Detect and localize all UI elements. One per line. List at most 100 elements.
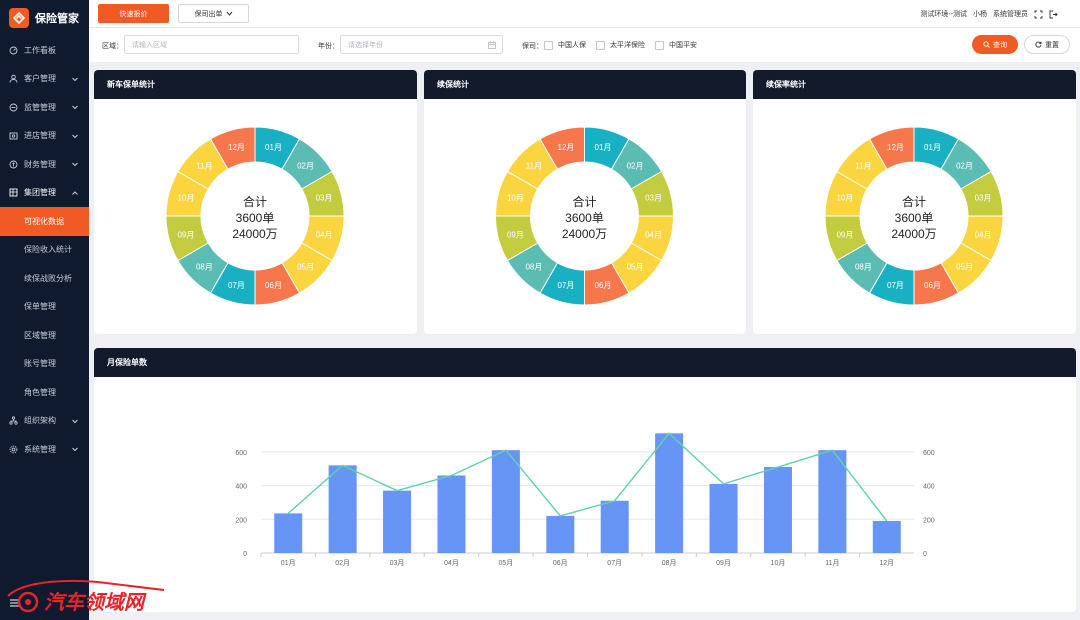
trend-line [287,432,888,522]
company-checkbox-cpic[interactable]: 太平洋保险 [596,40,645,50]
insure-dropdown[interactable]: 保司出单 [178,4,249,23]
y-tick-label: 0 [243,551,247,558]
y2-tick-label: 0 [923,551,927,558]
calendar-icon [488,41,496,49]
topbar: 快速报价 保司出单 测试环境--测试 小杨 系统管理员 [89,0,1080,28]
sidebar-subitem[interactable]: 账号管理 [24,359,56,369]
group-icon [9,188,18,197]
settings-icon [9,445,18,454]
bar[interactable] [600,500,629,553]
bar[interactable] [491,450,520,553]
x-tick-label: 02月 [335,559,350,567]
sidebar-subitem[interactable]: 保险收入统计 [24,245,72,255]
donut-slice-label: 05月 [297,263,314,272]
donut-slice-label: 09月 [177,231,194,240]
reset-button[interactable]: 重置 [1024,35,1070,54]
sidebar-subitem[interactable]: 续保战败分析 [24,273,72,283]
checkbox-box[interactable] [544,40,553,50]
y-tick-label: 400 [235,484,247,491]
bar[interactable] [328,465,357,553]
sidebar-item-settings[interactable]: 系统管理 [0,435,89,464]
search-button[interactable]: 查询 [972,35,1018,54]
sidebar-subitem[interactable]: 保单管理 [24,302,56,312]
donut-slice-label: 07月 [228,281,245,290]
insure-dropdown-label: 保司出单 [194,10,223,18]
dashboard-icon [9,46,18,55]
sidebar-item-org[interactable]: 组织架构 [0,407,89,436]
donut-center-text: 3600单 [895,211,934,225]
monitor-icon [9,103,18,112]
bar[interactable] [818,450,847,553]
year-picker[interactable]: 请选择年份 [340,35,503,54]
bar[interactable] [383,490,412,553]
x-tick-label: 12月 [879,559,894,567]
renewal-rate-card: 续保率统计 01月 02月 03月 04月 05月 06月 07月 08月 09月 10月 11月 1… [753,70,1076,334]
sidebar-item-group[interactable]: 集团管理 [0,179,89,208]
sidebar-item-user[interactable]: 客户管理 [0,65,89,94]
sidebar-item-monitor[interactable]: 监管管理 [0,93,89,122]
donut-chart: 01月 02月 03月 04月 05月 06月 07月 08月 09月 10月 11月 12月 合计 36… [753,99,1076,334]
donut-slice[interactable] [209,126,256,170]
quick-quote-button[interactable]: 快速报价 [98,4,169,23]
company-name: 中国人保 [558,42,586,49]
logo-icon [9,8,29,28]
donut-center-text: 合计 [902,194,926,209]
new-car-policy-card: 新车保单统计 01月 02月 03月 04月 05月 06月 07月 08月 09月 10月 11月… [94,70,417,334]
donut-slice-label: 03月 [316,193,333,202]
chevron-down-icon [72,105,78,110]
y-tick-label: 200 [235,517,247,524]
company-checkbox-pingan[interactable]: 中国平安 [655,40,697,50]
y2-tick-label: 200 [923,517,935,524]
sidebar-item-finance[interactable]: 财务管理 [0,150,89,179]
sidebar-item-label: 系统管理 [24,444,56,454]
x-tick-label: 10月 [771,559,786,567]
x-tick-label: 07月 [607,559,622,567]
topbar-right: 测试环境--测试 小杨 系统管理员 [920,0,1058,28]
sidebar-subitem[interactable]: 区域管理 [24,330,56,340]
org-icon [9,416,18,425]
chevron-down-icon [72,447,78,452]
y2-tick-label: 600 [923,450,935,457]
company-name: 中国平安 [669,42,697,49]
fullscreen-icon[interactable] [1034,10,1043,19]
bar[interactable] [709,483,738,553]
checkbox-box[interactable] [596,40,605,50]
donut-chart: 01月 02月 03月 04月 05月 06月 07月 08月 09月 10月 11月 12月 合计 36… [94,99,417,334]
bar[interactable] [546,515,575,553]
sidebar-item-label: 客户管理 [24,74,56,84]
search-label: 查询 [993,41,1007,49]
filter-bar: 区域： 请输入区域 年份： 请选择年份 保司： 中国人保 太平洋保险 中国平安 … [89,28,1080,62]
donut-slice[interactable] [868,126,915,170]
donut-slice-label: 01月 [595,143,612,152]
bar[interactable] [437,475,466,553]
checkbox-box[interactable] [655,40,664,50]
donut-slice-label: 04月 [975,231,992,240]
logout-icon[interactable] [1049,10,1058,19]
donut-slice-label: 02月 [956,161,973,170]
bar[interactable] [763,467,792,553]
user-name[interactable]: 小杨 [973,11,987,18]
donut-slice-label: 06月 [924,281,941,290]
bar[interactable] [274,513,303,553]
monthly-bar-chart: 0 0 200 200 400 400 600 600 01月 02月 03月 04月 05月 06月 07… [235,432,935,567]
donut-center-text: 3600单 [236,211,275,225]
donut-center-text: 24000万 [232,227,277,241]
donut-slice-label: 08月 [196,263,213,272]
app-title: 保险管家 [35,13,79,25]
donut-slice-label: 01月 [265,143,282,152]
sidebar-item-label: 工作看板 [24,45,56,55]
x-tick-label: 09月 [716,559,731,567]
donut-slice[interactable] [539,126,585,170]
bar[interactable] [655,433,684,553]
sidebar-subitem[interactable]: 可视化数据 [0,207,89,236]
region-input[interactable]: 请输入区域 [124,35,299,54]
sidebar-subitem[interactable]: 角色管理 [24,387,56,397]
year-placeholder: 请选择年份 [348,41,383,49]
donut-slice-label: 04月 [316,231,333,240]
store-icon [9,131,18,140]
donut-slice-label: 12月 [558,143,575,152]
sidebar-item-store[interactable]: 进店管理 [0,122,89,151]
sidebar-item-dashboard[interactable]: 工作看板 [0,36,89,65]
company-checkbox-picc[interactable]: 中国人保 [544,40,586,50]
bar[interactable] [872,520,901,553]
